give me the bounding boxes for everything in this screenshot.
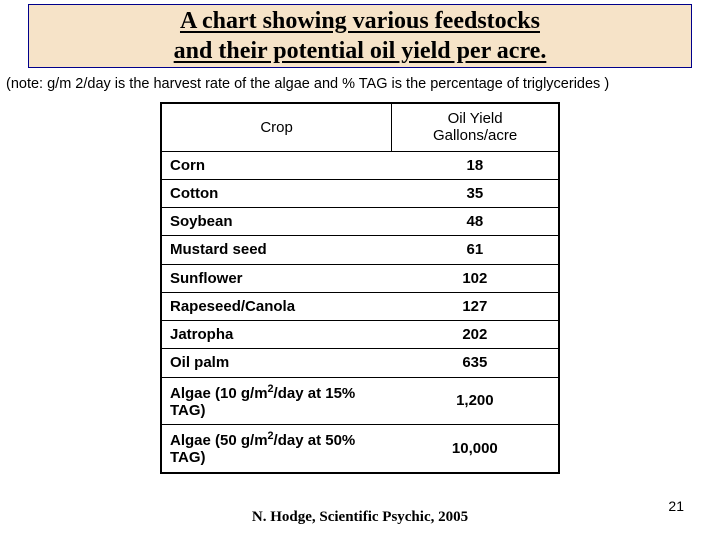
yield-cell: 61 (392, 236, 558, 264)
table-row: Mustard seed61 (162, 236, 558, 264)
crop-cell: Algae (50 g/m2/day at 50% TAG) (162, 425, 392, 472)
title-line2: and their potential oil yield per acre. (174, 38, 547, 64)
yield-cell: 202 (392, 321, 558, 349)
table-body: Corn18Cotton35Soybean48Mustard seed61Sun… (162, 151, 558, 472)
table-header-row: Crop Oil YieldGallons/acre (162, 104, 558, 151)
crop-cell: Jatropha (162, 321, 392, 349)
yield-cell: 10,000 (392, 425, 558, 472)
crop-cell: Algae (10 g/m2/day at 15% TAG) (162, 377, 392, 425)
yield-cell: 102 (392, 264, 558, 292)
table-row: Algae (50 g/m2/day at 50% TAG)10,000 (162, 425, 558, 472)
page-number: 21 (668, 498, 684, 514)
table-row: Oil palm635 (162, 349, 558, 377)
crop-cell: Sunflower (162, 264, 392, 292)
title-bar: A chart showing various feedstocks and t… (28, 4, 692, 68)
table-row: Algae (10 g/m2/day at 15% TAG)1,200 (162, 377, 558, 425)
citation: N. Hodge, Scientific Psychic, 2005 (0, 509, 720, 526)
crop-cell: Corn (162, 151, 392, 179)
table-row: Soybean48 (162, 208, 558, 236)
feedstock-table-wrap: Crop Oil YieldGallons/acre Corn18Cotton3… (160, 102, 560, 474)
slide: A chart showing various feedstocks and t… (0, 0, 720, 540)
yield-cell: 1,200 (392, 377, 558, 425)
yield-cell: 635 (392, 349, 558, 377)
crop-cell: Mustard seed (162, 236, 392, 264)
table-row: Rapeseed/Canola127 (162, 292, 558, 320)
yield-cell: 35 (392, 179, 558, 207)
table-row: Cotton35 (162, 179, 558, 207)
note-text: (note: g/m 2/day is the harvest rate of … (6, 76, 714, 92)
table-row: Sunflower102 (162, 264, 558, 292)
col-header-crop: Crop (162, 104, 392, 151)
yield-cell: 127 (392, 292, 558, 320)
feedstock-table: Crop Oil YieldGallons/acre Corn18Cotton3… (162, 104, 558, 472)
crop-cell: Oil palm (162, 349, 392, 377)
col-header-yield: Oil YieldGallons/acre (392, 104, 558, 151)
crop-cell: Soybean (162, 208, 392, 236)
table-row: Corn18 (162, 151, 558, 179)
yield-cell: 18 (392, 151, 558, 179)
title-line1: A chart showing various feedstocks (180, 8, 540, 34)
table-row: Jatropha202 (162, 321, 558, 349)
crop-cell: Rapeseed/Canola (162, 292, 392, 320)
col-header-crop-label: Crop (260, 119, 293, 136)
col-header-yield-label: Oil YieldGallons/acre (433, 110, 517, 144)
yield-cell: 48 (392, 208, 558, 236)
slide-title: A chart showing various feedstocks and t… (174, 6, 547, 66)
crop-cell: Cotton (162, 179, 392, 207)
